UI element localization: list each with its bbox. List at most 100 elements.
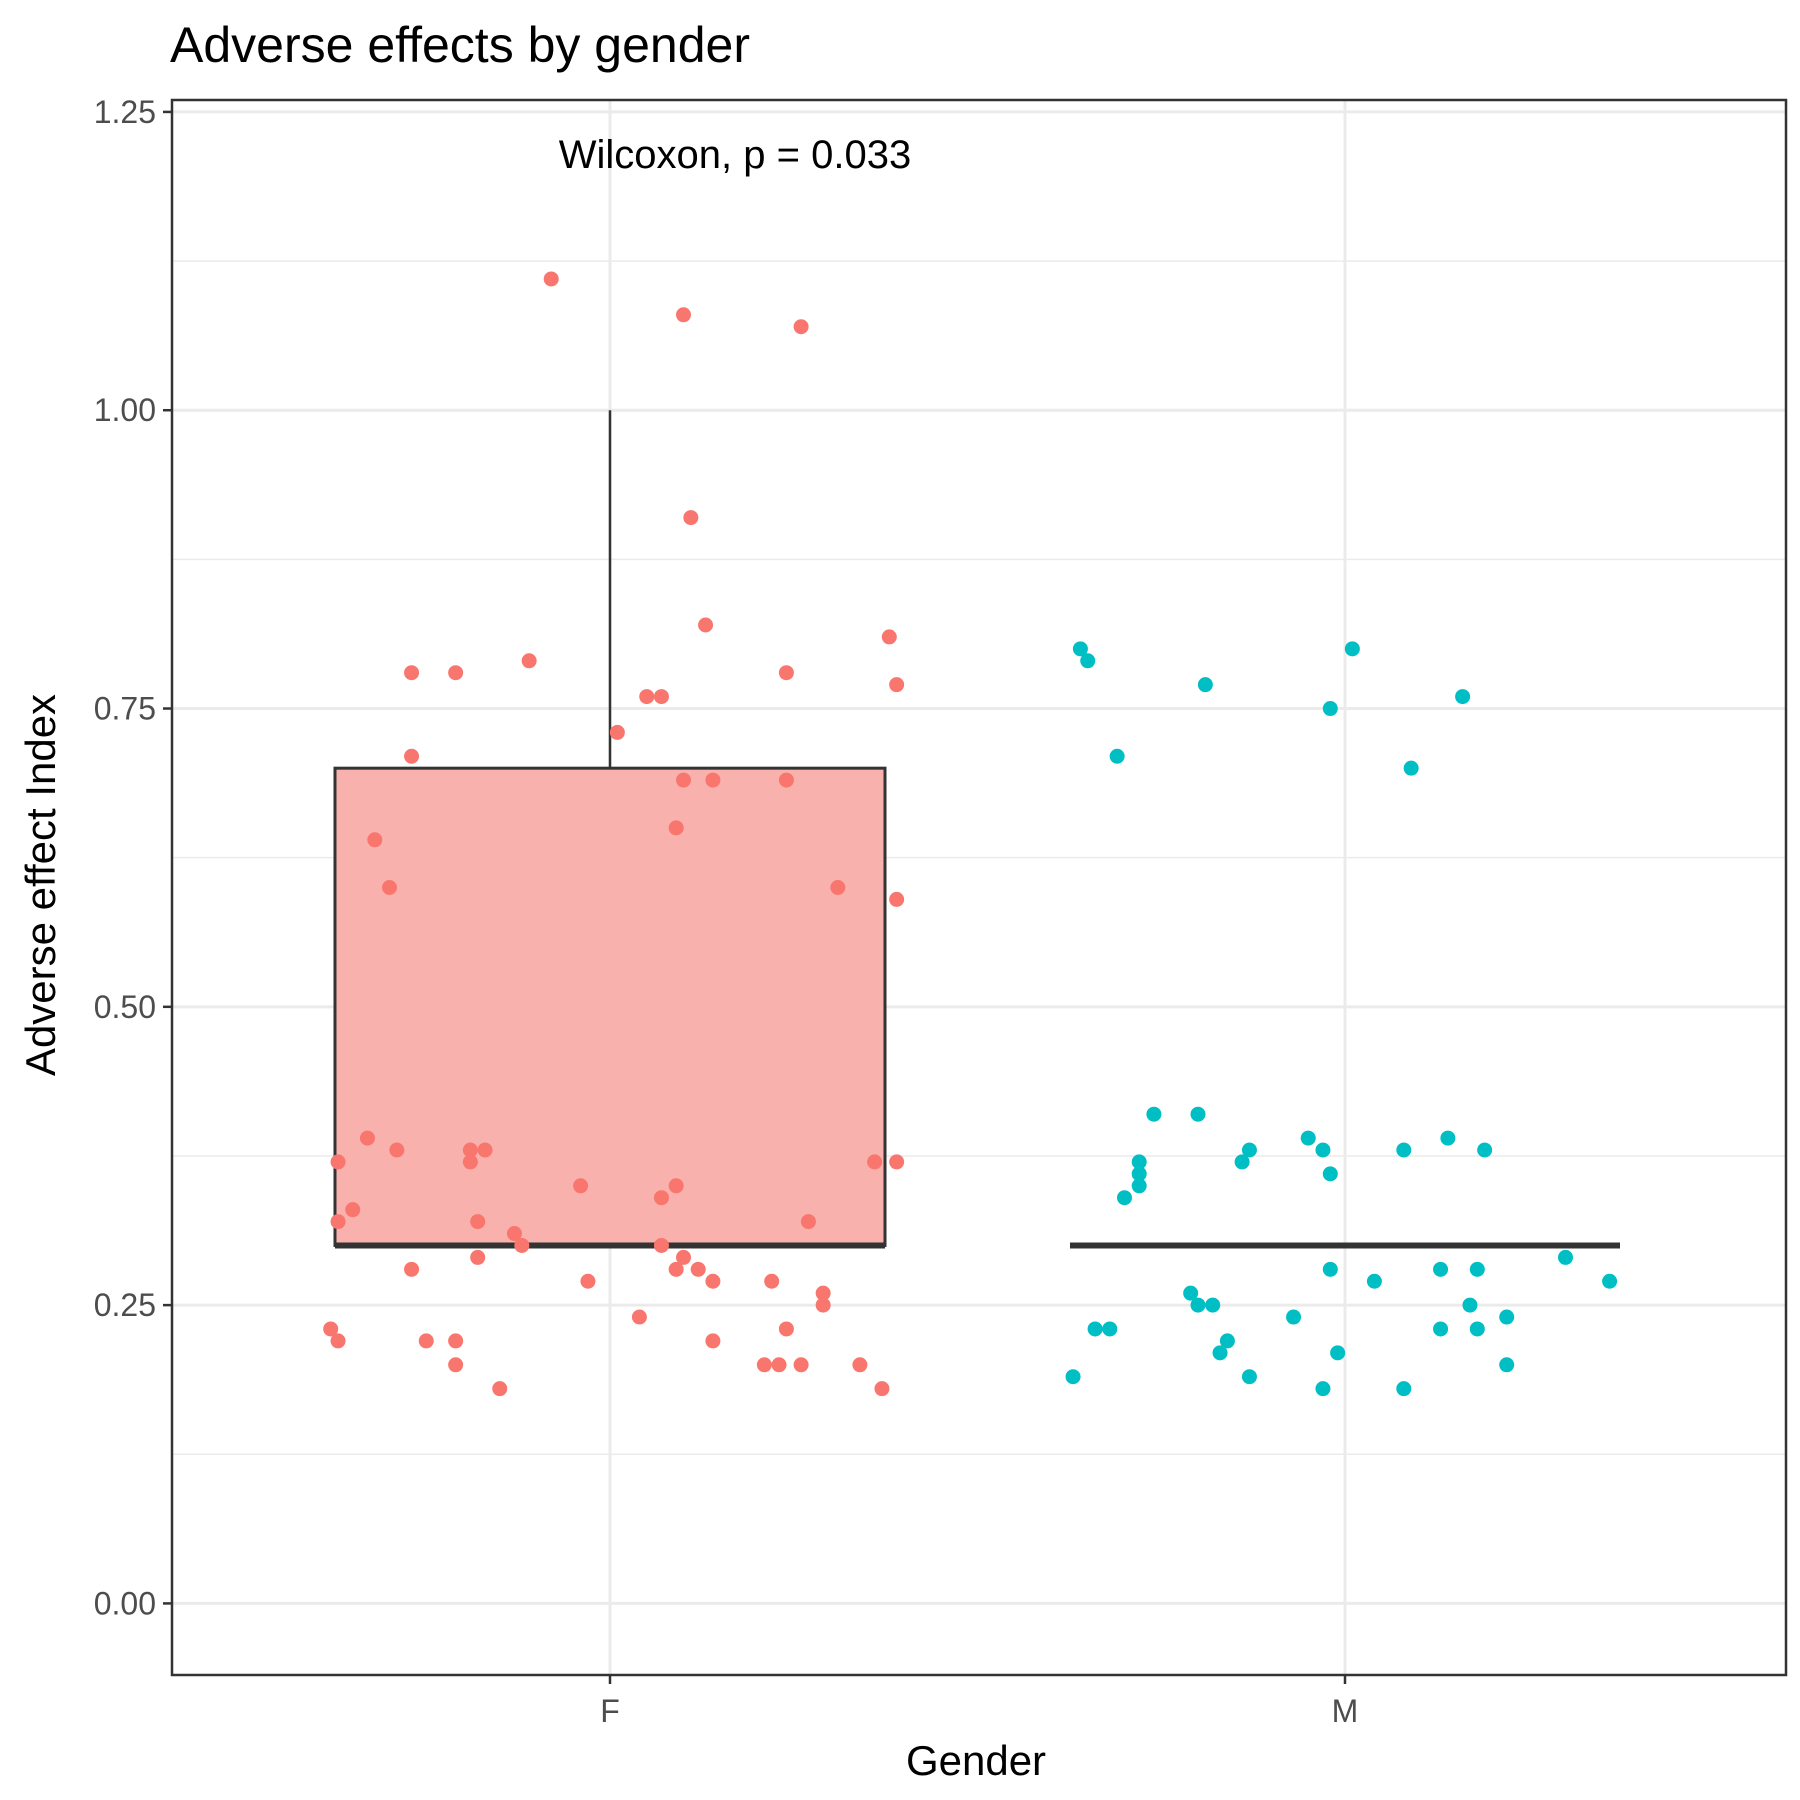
data-point [778,665,794,681]
data-point [668,1261,684,1277]
data-point [653,1237,669,1253]
data-point [462,1154,478,1170]
data-point [330,1154,346,1170]
data-point [1131,1166,1147,1182]
data-point [1065,1369,1081,1385]
boxes [333,410,1620,1249]
y-tick-label: 0.25 [94,1287,156,1323]
data-point [418,1333,434,1349]
data-point [705,1273,721,1289]
data-point [815,1297,831,1313]
data-point [815,1285,831,1301]
data-point [506,1226,522,1242]
data-point [1433,1261,1449,1277]
data-point [1455,689,1471,705]
points-M [1065,641,1618,1397]
data-point [676,772,691,788]
data-point [1286,1309,1302,1325]
y-tick-label: 0.75 [94,691,156,727]
data-point [389,1142,405,1158]
y-tick-label: 1.25 [94,94,156,130]
data-point [705,772,721,788]
data-point [889,1154,905,1170]
data-point [771,1357,787,1373]
points-F [323,271,905,1397]
data-point [668,820,684,836]
data-point [1190,1297,1206,1313]
data-point [1396,1381,1412,1397]
data-point [1183,1285,1199,1301]
data-point [1499,1357,1515,1373]
data-point [514,1237,530,1253]
data-point [1146,1106,1162,1122]
data-point [345,1202,361,1218]
data-point [404,665,420,681]
data-point [1322,701,1338,717]
data-point [676,307,691,323]
data-point [448,1333,464,1349]
data-point [404,748,420,764]
data-point [1131,1154,1147,1170]
data-point [521,653,537,669]
data-point [1300,1130,1316,1146]
data-point [778,772,794,788]
data-point [1403,760,1419,776]
data-points [323,271,1618,1397]
data-point [330,1333,346,1349]
data-point [830,880,846,895]
x-tick-label: M [1332,1693,1359,1729]
data-point [1499,1309,1515,1325]
data-point [1219,1333,1235,1349]
x-axis-title: Gender [906,1737,1046,1784]
data-point [889,891,905,907]
data-point [800,1214,816,1230]
data-point [653,1190,669,1206]
data-point [756,1357,772,1373]
data-point [543,271,559,287]
data-point [1322,1166,1338,1182]
data-point [573,1178,589,1194]
data-point [330,1214,346,1230]
data-point [1234,1154,1250,1170]
data-point [1469,1321,1485,1337]
data-point [367,832,383,848]
data-point [793,1357,809,1373]
y-tick-label: 0.00 [94,1585,156,1621]
data-point [1102,1321,1118,1337]
data-point [889,677,905,693]
data-point [1197,677,1213,693]
data-point [1330,1345,1346,1361]
data-point [778,1321,794,1337]
data-point [404,1261,420,1277]
data-point [705,1333,721,1349]
data-point [462,1142,478,1158]
data-point [1433,1321,1449,1337]
data-point [1080,653,1096,669]
data-point [1602,1273,1618,1289]
data-point [1440,1130,1456,1146]
data-point [852,1357,868,1373]
data-point [477,1142,493,1158]
data-point [448,1357,464,1373]
data-point [690,1261,706,1277]
data-point [1315,1142,1331,1158]
data-point [323,1321,339,1337]
data-point [1190,1106,1206,1122]
data-point [1315,1381,1331,1397]
data-point [609,724,625,740]
data-point [580,1273,596,1289]
data-point [1109,748,1125,764]
data-point [1462,1297,1478,1313]
box-iqr [333,766,887,1247]
box-F [333,410,887,1249]
data-point [448,665,464,681]
data-point [470,1249,486,1265]
wilcoxon-annotation: Wilcoxon, p = 0.033 [559,133,911,177]
y-tick-label: 1.00 [94,392,156,428]
data-point [359,1130,375,1146]
data-point [1469,1261,1485,1277]
data-point [639,689,655,705]
data-point [653,689,669,705]
